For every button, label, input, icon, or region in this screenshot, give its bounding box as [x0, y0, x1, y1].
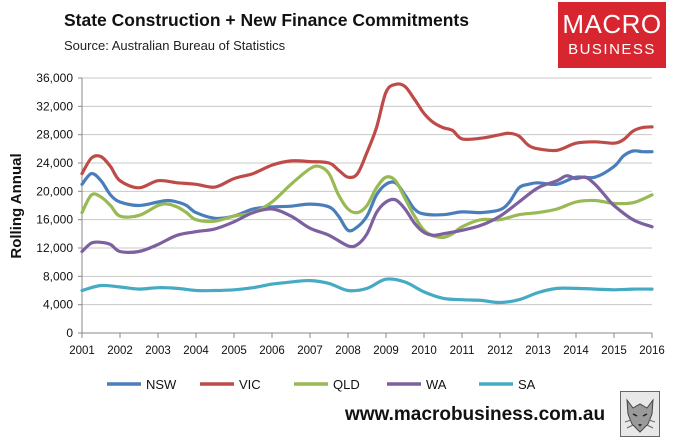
logo-line-business: BUSINESS — [568, 41, 656, 58]
y-tick-label: 20,000 — [36, 184, 73, 198]
x-tick-label: 2004 — [183, 345, 209, 357]
wolf-logo-icon — [620, 391, 660, 437]
y-axis-label: Rolling Annual — [8, 153, 25, 258]
y-tick-label: 24,000 — [36, 156, 73, 170]
macrobusiness-logo: MACRO BUSINESS — [558, 2, 666, 68]
logo-line-macro: MACRO — [562, 9, 662, 39]
footer-url: www.macrobusiness.com.au — [345, 404, 606, 425]
x-tick-label: 2008 — [335, 345, 361, 357]
x-tick-label: 2005 — [221, 345, 247, 357]
y-tick-label: 8,000 — [43, 269, 73, 283]
x-tick-label: 2009 — [373, 345, 399, 357]
chart-legend: NSW VIC QLD WA SA — [107, 377, 536, 392]
legend-label-nsw: NSW — [146, 377, 177, 392]
y-tick-label: 32,000 — [36, 99, 73, 113]
x-tick-label: 2003 — [145, 345, 171, 357]
series-line-qld — [80, 164, 654, 240]
x-tick-label: 2006 — [259, 345, 285, 357]
x-tick-label: 2007 — [297, 345, 323, 357]
x-tick-label: 2013 — [525, 345, 551, 357]
x-tick-label: 2002 — [107, 345, 133, 357]
chart-title: State Construction + New Finance Commitm… — [64, 10, 469, 30]
legend-label-qld: QLD — [333, 377, 360, 392]
chart-series — [80, 82, 654, 305]
series-line-sa — [80, 277, 654, 305]
x-tick-label: 2016 — [639, 345, 665, 357]
y-tick-label: 16,000 — [36, 213, 73, 227]
x-tick-label: 2001 — [69, 345, 95, 357]
x-tick-label: 2014 — [563, 345, 589, 357]
legend-label-sa: SA — [518, 377, 536, 392]
legend-label-vic: VIC — [239, 377, 261, 392]
y-tick-label: 4,000 — [43, 298, 73, 312]
legend-label-wa: WA — [426, 377, 447, 392]
series-line-nsw — [80, 149, 654, 233]
y-tick-label: 0 — [66, 326, 73, 340]
y-tick-label: 36,000 — [36, 71, 73, 85]
x-tick-label: 2015 — [601, 345, 627, 357]
x-tick-label: 2011 — [450, 345, 475, 357]
y-tick-label: 12,000 — [36, 241, 73, 255]
series-line-vic — [80, 82, 654, 190]
chart-source: Source: Australian Bureau of Statistics — [64, 38, 286, 53]
x-tick-label: 2012 — [487, 345, 513, 357]
x-tick-label: 2010 — [411, 345, 437, 357]
chart-axes: 0 4,000 8,000 12,000 16,000 20,000 24,000 28,00… — [36, 71, 665, 357]
y-tick-label: 28,000 — [36, 128, 73, 142]
series-line-wa — [80, 174, 654, 254]
